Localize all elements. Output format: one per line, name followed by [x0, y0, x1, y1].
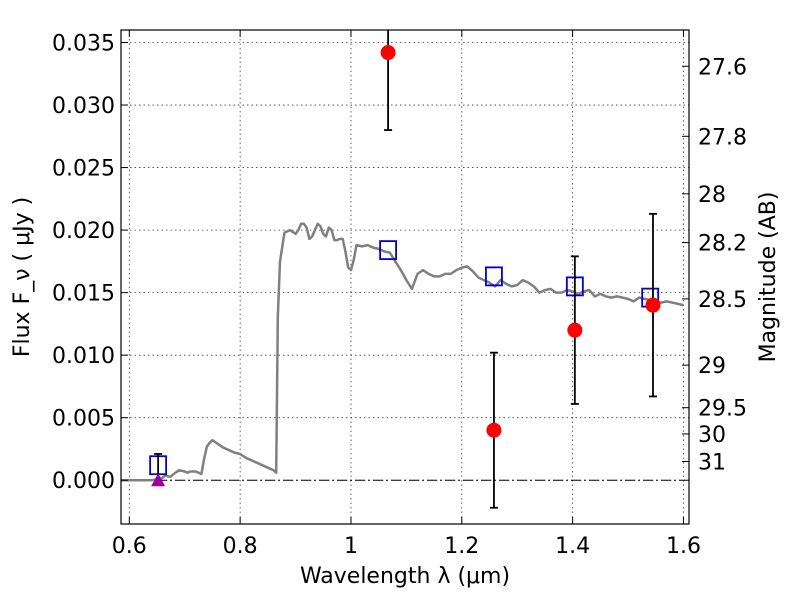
sed-layer: [121, 222, 684, 482]
right-tick-label: 27.8: [698, 125, 747, 150]
points-layer: [149, 30, 661, 509]
y-tick-label: 0.030: [52, 94, 115, 119]
y-tick-label: 0.010: [52, 344, 115, 369]
right-axis-label: Magnitude (AB): [756, 192, 781, 363]
x-tick-label: 0.6: [112, 534, 147, 559]
y-axis-label: Flux F_ν ( μJy ): [10, 197, 35, 357]
right-tick-label: 29.5: [698, 397, 747, 422]
x-tick-label: 1.2: [444, 534, 479, 559]
sed-curve: [121, 222, 684, 482]
y-tick-label: 0.015: [52, 282, 115, 307]
right-tick-label: 30: [698, 423, 726, 448]
y-tick-label: 0.025: [52, 157, 115, 182]
right-tick-label: 27.6: [698, 55, 747, 80]
y-tick-label: 0.035: [52, 32, 115, 57]
right-tick-label: 29: [698, 354, 726, 379]
right-tick-label: 28.5: [698, 288, 747, 313]
observed-point: [645, 297, 661, 313]
y-tick-label: 0.000: [52, 469, 115, 494]
y-tick-label: 0.005: [52, 407, 115, 432]
x-tick-label: 0.8: [223, 534, 258, 559]
x-tick-label: 1.6: [666, 534, 701, 559]
y-axis: 0.000 0.005 0.010 0.015 0.020 0.025 0.030 0.035: [52, 32, 128, 494]
right-tick-label: 28: [698, 183, 726, 208]
plot-frame: [120, 29, 690, 525]
observed-point: [567, 322, 583, 338]
x-axis: 0.6 0.8 1 1.2 1.4 1.6: [112, 30, 701, 559]
x-tick-label: 1: [344, 534, 358, 559]
right-tick-label: 28.2: [698, 232, 747, 257]
observed-point: [380, 45, 396, 61]
right-tick-label: 31: [698, 450, 726, 475]
upper-limit-marker: [151, 473, 166, 487]
x-axis-label: Wavelength λ (μm): [300, 564, 510, 589]
x-tick-label: 1.4: [555, 534, 590, 559]
y-tick-label: 0.020: [52, 219, 115, 244]
model-photometry-point: [485, 266, 503, 287]
observed-point: [486, 422, 502, 438]
model-photometry-point: [379, 240, 397, 261]
